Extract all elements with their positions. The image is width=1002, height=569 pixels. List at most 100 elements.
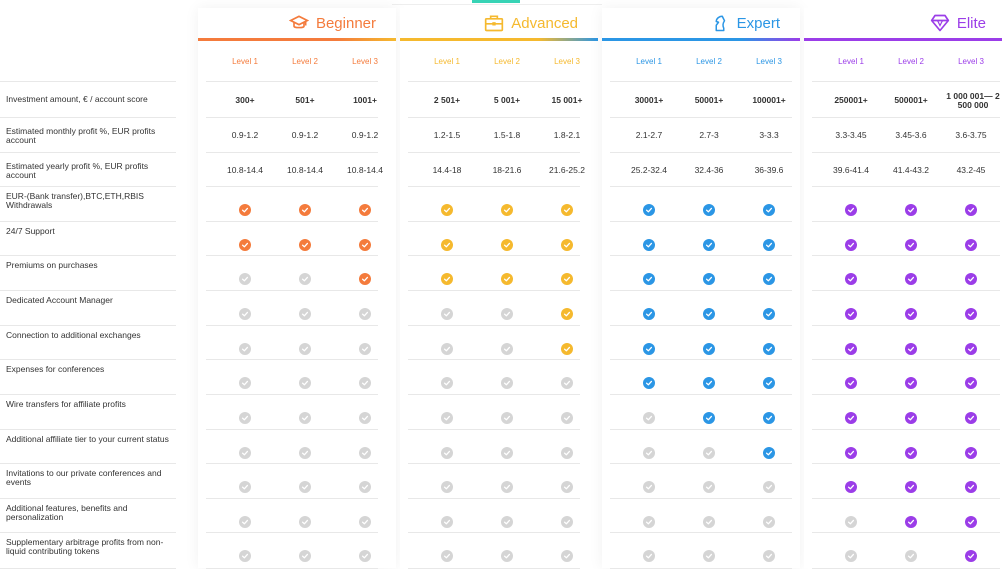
check-active-icon	[905, 239, 917, 251]
check-active-icon	[763, 412, 775, 424]
check-active-icon	[905, 516, 917, 528]
tier-column-expert: Expert Level 1 Level 2 Level 3	[602, 8, 800, 568]
check-inactive-icon	[643, 550, 655, 562]
tier-header-expert[interactable]: Expert	[602, 8, 800, 38]
value-cell: 43.2-45	[956, 165, 986, 175]
chess-knight-icon	[709, 12, 731, 34]
check-inactive-icon	[441, 308, 453, 320]
check-inactive-icon	[561, 550, 573, 562]
row-divider	[206, 186, 378, 187]
check-inactive-icon	[501, 481, 513, 493]
value-cell: 32.4-36	[694, 165, 724, 175]
check-active-icon	[965, 377, 977, 389]
value-cell: 1.2-1.5	[433, 130, 461, 140]
check-active-icon	[905, 308, 917, 320]
check-inactive-icon	[845, 516, 857, 528]
check-inactive-icon	[441, 550, 453, 562]
check-inactive-icon	[359, 516, 371, 528]
check-active-icon	[643, 273, 655, 285]
check-inactive-icon	[561, 447, 573, 459]
row-divider	[0, 359, 176, 360]
check-inactive-icon	[441, 447, 453, 459]
tier-name: Elite	[956, 14, 986, 32]
check-active-icon	[965, 412, 977, 424]
row-divider	[610, 325, 792, 326]
check-inactive-icon	[441, 377, 453, 389]
row-divider	[408, 255, 580, 256]
check-active-icon	[441, 204, 453, 216]
value-cell: 300+	[235, 95, 255, 105]
value-cell: 2.7-3	[699, 130, 719, 140]
tier-header-elite[interactable]: Elite	[804, 8, 1002, 38]
row-divider	[610, 394, 792, 395]
level-label: Level 3	[554, 57, 580, 66]
tier-color-bar	[804, 38, 1002, 41]
check-inactive-icon	[359, 343, 371, 355]
check-inactive-icon	[703, 516, 715, 528]
row-divider	[206, 290, 378, 291]
row-divider	[206, 463, 378, 464]
check-active-icon	[299, 204, 311, 216]
check-active-icon	[965, 308, 977, 320]
level-label: Level 1	[838, 57, 864, 66]
tier-header-beginner[interactable]: Beginner	[198, 8, 396, 38]
check-inactive-icon	[299, 481, 311, 493]
check-active-icon	[359, 273, 371, 285]
row-label: Wire transfers for affiliate profits	[6, 399, 126, 409]
check-active-icon	[763, 377, 775, 389]
tier-header-advanced[interactable]: Advanced	[400, 8, 598, 38]
check-inactive-icon	[905, 550, 917, 562]
value-cell: 1 000 001— 2 500 000	[946, 91, 1000, 110]
value-cell: 1001+	[353, 95, 377, 105]
row-divider	[812, 221, 1000, 222]
value-cell: 14.4-18	[432, 165, 462, 175]
row-divider	[812, 117, 1000, 118]
check-active-icon	[703, 377, 715, 389]
tier-name: Advanced	[511, 14, 578, 32]
check-active-icon	[561, 239, 573, 251]
check-active-icon	[643, 239, 655, 251]
row-divider	[408, 463, 580, 464]
check-inactive-icon	[239, 308, 251, 320]
value-cell: 3.3-3.45	[835, 130, 867, 140]
check-active-icon	[905, 273, 917, 285]
row-divider	[408, 81, 580, 82]
check-active-icon	[845, 343, 857, 355]
briefcase-icon	[483, 12, 505, 34]
row-divider	[0, 186, 176, 187]
check-inactive-icon	[239, 343, 251, 355]
check-active-icon	[965, 273, 977, 285]
row-divider	[206, 394, 378, 395]
check-inactive-icon	[359, 412, 371, 424]
value-cell: 100001+	[752, 95, 786, 105]
tier-color-bar	[602, 38, 800, 41]
row-divider	[408, 394, 580, 395]
check-active-icon	[845, 447, 857, 459]
value-cell: 30001+	[634, 95, 664, 105]
row-divider	[610, 463, 792, 464]
check-active-icon	[905, 447, 917, 459]
check-inactive-icon	[239, 447, 251, 459]
row-divider	[610, 186, 792, 187]
row-divider	[812, 255, 1000, 256]
row-divider	[812, 394, 1000, 395]
check-active-icon	[763, 308, 775, 320]
level-label: Level 2	[494, 57, 520, 66]
value-cell: 2 501+	[433, 95, 461, 105]
check-inactive-icon	[359, 550, 371, 562]
check-active-icon	[965, 516, 977, 528]
check-active-icon	[703, 239, 715, 251]
row-label: Connection to additional exchanges	[6, 330, 141, 340]
row-divider	[0, 429, 176, 430]
row-label: Investment amount, € / account score	[6, 94, 148, 104]
check-active-icon	[561, 308, 573, 320]
check-inactive-icon	[845, 550, 857, 562]
level-label: Level 3	[756, 57, 782, 66]
value-cell: 50001+	[694, 95, 724, 105]
row-divider	[408, 532, 580, 533]
row-divider	[408, 325, 580, 326]
check-active-icon	[965, 204, 977, 216]
row-divider	[206, 255, 378, 256]
check-active-icon	[239, 239, 251, 251]
value-cell: 10.8-14.4	[287, 165, 323, 175]
